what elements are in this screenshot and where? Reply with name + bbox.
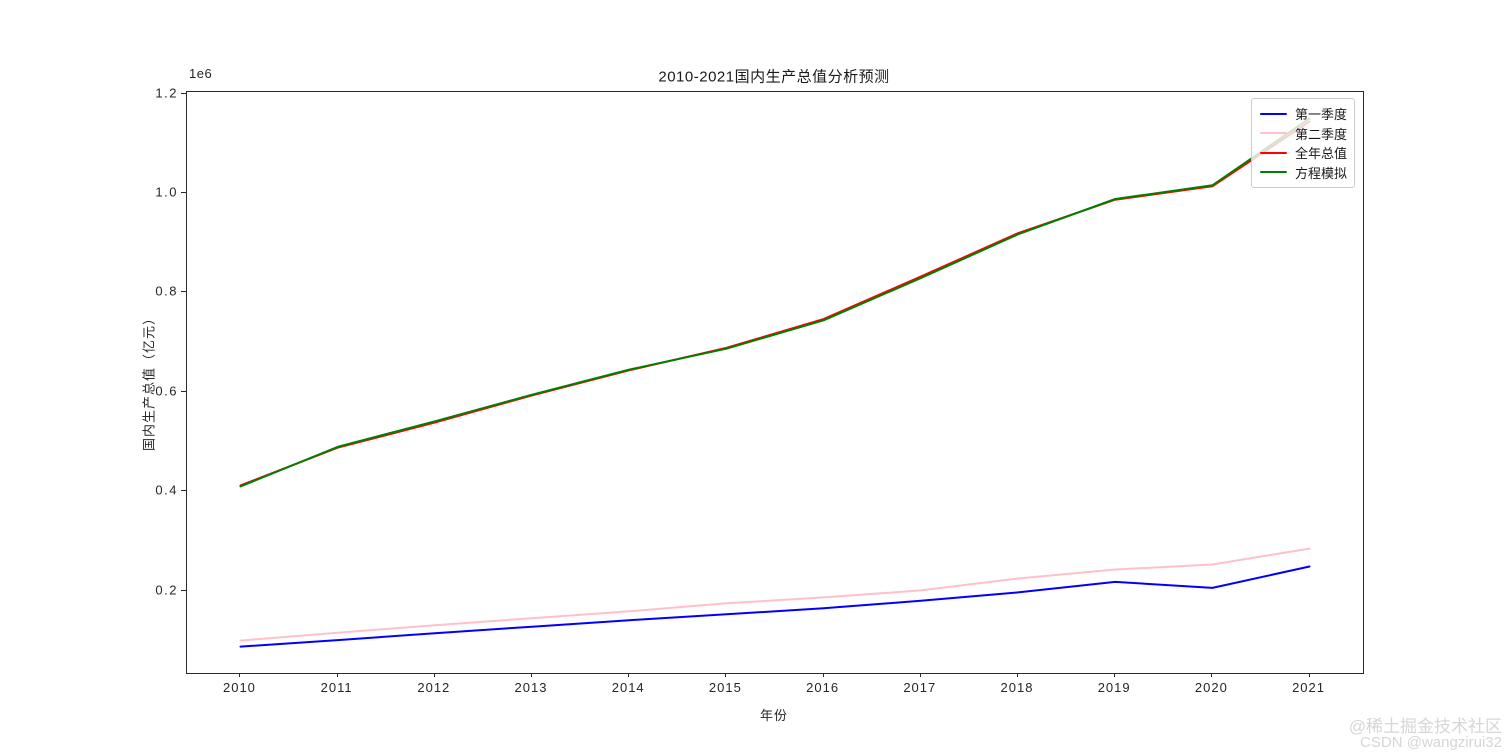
y-tick: [181, 92, 186, 94]
y-tick-label: 1.0: [155, 184, 178, 200]
plot-lines-canvas: [239, 117, 1311, 648]
plot-area: 第一季度第二季度全年总值方程模拟: [186, 91, 1364, 674]
series-line-方程模拟: [239, 117, 1311, 488]
x-tick: [1211, 673, 1213, 677]
x-tick-label: 2013: [514, 680, 548, 695]
y-tick-label: 0.2: [155, 582, 178, 598]
legend-line-swatch: [1260, 112, 1287, 115]
y-tick: [181, 192, 186, 193]
x-tick-label: 2019: [1097, 680, 1131, 695]
x-tick-label: 2020: [1194, 680, 1228, 695]
legend-item: 第二季度: [1260, 124, 1348, 144]
legend-item-label: 第二季度: [1295, 126, 1348, 142]
y-tick: [181, 490, 186, 492]
legend: 第一季度第二季度全年总值方程模拟: [1251, 98, 1355, 188]
x-tick: [1016, 673, 1018, 677]
legend-line-swatch: [1260, 132, 1287, 135]
legend-item: 第一季度: [1260, 104, 1348, 124]
x-tick: [1308, 673, 1310, 677]
x-tick: [433, 673, 435, 677]
x-tick: [531, 673, 533, 677]
legend-item: 方程模拟: [1260, 163, 1348, 183]
x-tick-label: 2016: [806, 680, 840, 695]
x-tick: [822, 673, 824, 677]
y-tick: [181, 291, 186, 293]
y-tick: [181, 390, 186, 392]
watermark: @稀土掘金技术社区 CSDN @wangzirui32: [1348, 717, 1502, 751]
x-tick: [336, 673, 338, 677]
x-tick: [239, 673, 241, 677]
legend-item-label: 方程模拟: [1295, 165, 1348, 181]
x-tick: [919, 673, 921, 677]
legend-line-swatch: [1260, 151, 1287, 154]
watermark-line1: @稀土掘金技术社区: [1348, 717, 1502, 736]
legend-item: 全年总值: [1260, 143, 1348, 163]
x-tick: [1114, 673, 1116, 677]
x-tick-label: 2011: [320, 680, 353, 695]
series-line-第一季度: [239, 565, 1311, 648]
y-axis-label: 国内生产总值（亿元）: [141, 310, 157, 452]
y-tick-label: 0.6: [155, 383, 178, 399]
legend-item-label: 全年总值: [1295, 146, 1348, 162]
x-tick-label: 2014: [611, 680, 645, 695]
x-tick-label: 2021: [1292, 680, 1325, 695]
x-tick-label: 2015: [708, 680, 742, 695]
x-tick-label: 2010: [222, 680, 256, 695]
x-tick-label: 2017: [903, 680, 937, 695]
x-tick-label: 2012: [417, 680, 451, 695]
chart-title: 2010-2021国内生产总值分析预测: [658, 68, 890, 86]
watermark-line2: CSDN @wangzirui32: [1360, 734, 1502, 751]
y-axis-offset-text: 1e6: [189, 66, 213, 81]
series-line-第二季度: [239, 547, 1311, 642]
y-tick-label: 1.2: [155, 85, 178, 101]
y-tick-label: 0.8: [155, 283, 178, 299]
y-tick: [181, 589, 186, 591]
x-tick: [725, 673, 727, 677]
x-tick-label: 2018: [1000, 680, 1034, 695]
legend-item-label: 第一季度: [1295, 107, 1348, 123]
y-tick-label: 0.4: [155, 482, 178, 498]
x-axis-label: 年份: [759, 708, 789, 723]
legend-line-swatch: [1260, 171, 1287, 174]
x-tick: [628, 673, 630, 677]
